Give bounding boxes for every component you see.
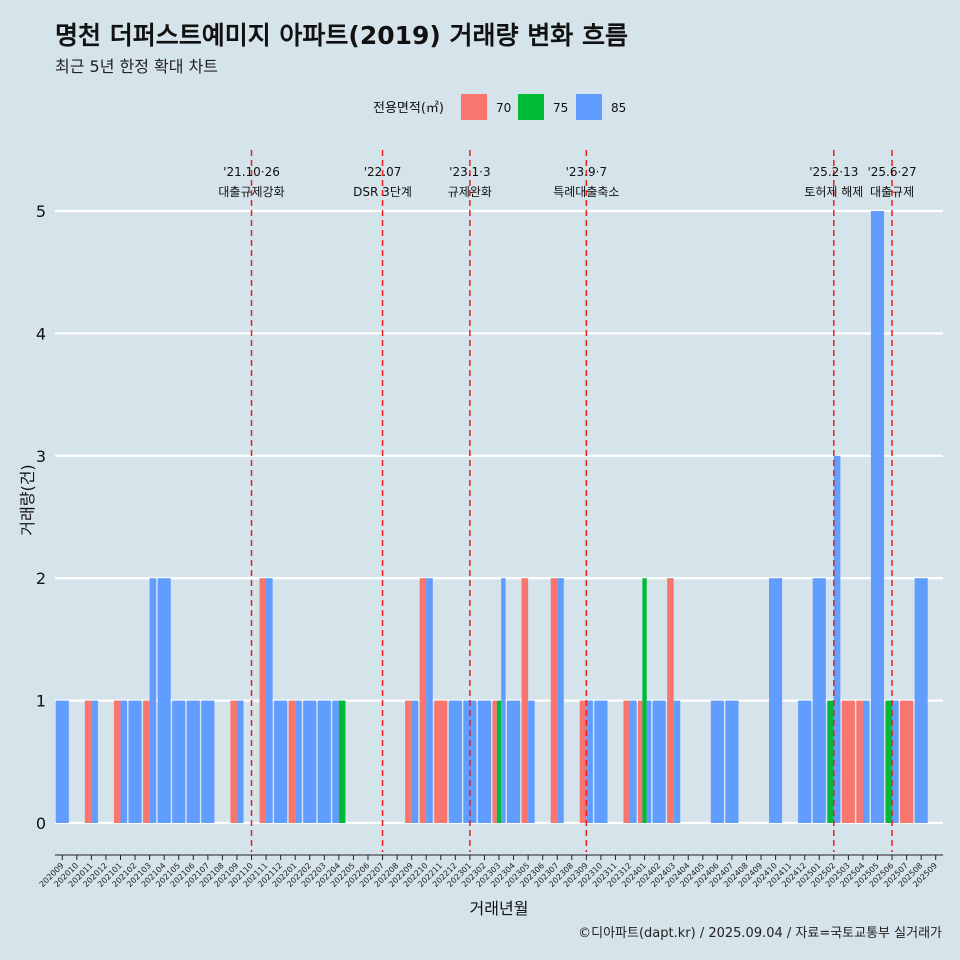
bar-202102-85	[128, 700, 142, 823]
y-tick-label: 3	[36, 447, 46, 466]
bar-202507-70	[900, 700, 914, 823]
bar-202111-70	[259, 578, 267, 823]
event-name-label: DSR 3단계	[353, 185, 412, 199]
bar-202401-85	[646, 700, 652, 823]
bar-202309-85	[586, 700, 593, 823]
bar-202508-85	[914, 578, 928, 823]
y-tick-label: 2	[36, 569, 46, 588]
bar-202109-85	[236, 700, 244, 823]
bar-202107-85	[201, 700, 215, 823]
bar-202009-85	[55, 700, 69, 823]
bar-202101-70	[113, 700, 121, 823]
y-tick-label: 1	[36, 692, 46, 711]
legend-swatch-85	[576, 94, 602, 120]
bar-202504-85	[862, 700, 870, 823]
bar-202403-70	[667, 578, 674, 823]
bar-202305-85	[528, 700, 535, 823]
bar-202407-85	[725, 700, 739, 823]
bar-202504-70	[856, 700, 863, 823]
event-name-label: 대출규제	[870, 185, 914, 199]
bar-202310-85	[594, 700, 608, 823]
bar-202406-85	[710, 700, 724, 823]
event-name-label: 토허제 해제	[804, 185, 863, 199]
bar-202401-70	[638, 700, 643, 823]
bar-202502-85	[833, 455, 841, 823]
bar-202201-85	[295, 700, 302, 823]
bar-202412-85	[798, 700, 812, 823]
bar-202312-85	[630, 700, 637, 823]
bar-202312-70	[623, 700, 631, 823]
bar-202410-85	[769, 578, 783, 823]
legend-swatch-70	[461, 94, 487, 120]
event-date-label: '23.9·7	[566, 165, 607, 179]
chart-subtitle: 최근 5년 한정 확대 차트	[55, 57, 219, 76]
y-tick-label: 0	[36, 814, 46, 833]
bar-202503-70	[841, 700, 855, 823]
bar-202303-70	[492, 700, 497, 823]
bar-202304-85	[507, 700, 521, 823]
event-date-label: '21.10·26	[223, 165, 280, 179]
bar-202104-85	[157, 578, 171, 823]
y-tick-label: 4	[36, 324, 46, 343]
bar-202105-85	[172, 700, 186, 823]
bar-202112-85	[274, 700, 288, 823]
bar-202505-85	[870, 211, 885, 823]
bar-202402-85	[652, 700, 666, 823]
bar-202501-85	[812, 578, 826, 823]
bar-202303-85	[501, 578, 506, 823]
event-name-label: 대출규제강화	[218, 185, 284, 199]
bar-202204-85	[332, 700, 339, 823]
bar-202506-75	[885, 700, 893, 823]
legend-title: 전용면적(㎡)	[373, 101, 444, 116]
bar-202401-75	[642, 578, 647, 823]
bar-202211-70	[434, 700, 448, 823]
bar-202103-85	[149, 578, 157, 823]
bar-202011-70	[84, 700, 92, 823]
y-axis-title: 거래량(건)	[18, 464, 37, 535]
legend-label-70: 70	[496, 101, 511, 115]
x-axis-title: 거래년월	[470, 899, 529, 918]
bar-202307-70	[550, 578, 558, 823]
bar-202403-85	[673, 700, 681, 823]
bar-202106-85	[186, 700, 200, 823]
chart-title: 명천 더퍼스트예미지 아파트(2019) 거래량 변화 흐름	[55, 21, 628, 50]
bar-202201-70	[288, 700, 296, 823]
event-name-label: 규제완화	[448, 185, 492, 199]
bar-202309-70	[579, 700, 587, 823]
bar-202011-85	[91, 700, 98, 823]
bar-202103-70	[143, 700, 150, 823]
event-date-label: '25.6·27	[867, 165, 916, 179]
bar-202210-85	[426, 578, 433, 823]
bar-202305-70	[521, 578, 529, 823]
bar-202109-70	[230, 700, 237, 823]
bar-202202-85	[303, 700, 317, 823]
bar-202203-85	[317, 700, 331, 823]
source-caption: ©디아파트(dapt.kr) / 2025.09.04 / 자료=국토교통부 실…	[578, 926, 942, 941]
bar-202101-85	[120, 700, 128, 823]
bar-202204-75	[338, 700, 346, 823]
event-date-label: '22.07	[364, 165, 402, 179]
legend-label-85: 85	[611, 101, 626, 115]
bar-202506-85	[892, 700, 899, 823]
legend-label-75: 75	[553, 101, 568, 115]
bar-202303-75	[496, 700, 502, 823]
bar-202307-85	[557, 578, 564, 823]
bar-202502-75	[827, 700, 834, 823]
bar-202209-70	[405, 700, 412, 823]
bar-202212-85	[448, 700, 462, 823]
event-name-label: 특례대출축소	[553, 185, 619, 199]
bar-202210-70	[419, 578, 427, 823]
bar-202209-85	[411, 700, 419, 823]
event-date-label: '25.2·13	[809, 165, 858, 179]
bar-202302-85	[477, 700, 491, 823]
event-date-label: '23.1·3	[449, 165, 490, 179]
bar-202111-85	[266, 578, 273, 823]
y-tick-label: 5	[36, 202, 46, 221]
legend-swatch-75	[518, 94, 544, 120]
